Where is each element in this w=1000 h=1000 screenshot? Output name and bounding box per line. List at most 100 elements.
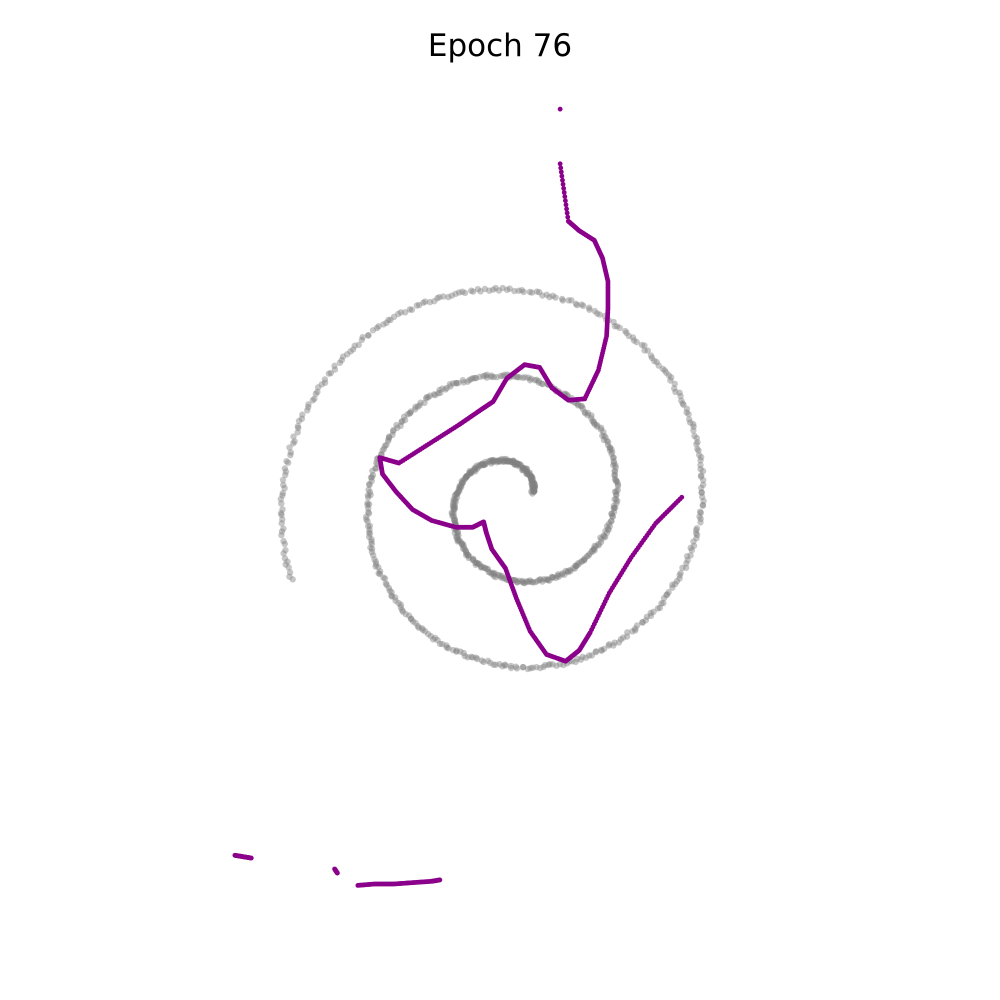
target-point [461,546,469,553]
target-point [585,552,592,559]
target-point [519,467,526,474]
generated-point [564,206,569,212]
target-point [289,576,296,583]
target-point [542,576,550,583]
target-point [397,601,405,608]
target-point [458,541,466,548]
target-point [474,463,482,471]
target-point [305,403,312,411]
target-point [392,597,399,604]
target-point [608,448,616,456]
target-point [460,379,467,386]
target-point [558,295,566,303]
target-point [566,566,573,574]
target-point [620,634,627,641]
target-point [375,564,382,571]
target-point [486,287,493,294]
target-point [473,462,481,469]
target-point [294,429,301,436]
target-point [395,599,402,607]
generated-point [248,855,254,861]
target-point [697,461,704,469]
target-point [480,658,487,666]
target-point [459,545,467,552]
target-point [676,575,683,582]
target-point [528,478,536,485]
target-point [281,540,288,548]
target-point [696,513,703,520]
target-point [452,491,459,498]
target-point [476,462,484,470]
target-point [602,533,609,541]
target-point [535,377,542,385]
target-point [499,372,507,380]
target-point [590,545,597,553]
target-point [514,579,521,586]
target-point [459,540,466,548]
target-point [467,470,474,477]
target-point [682,564,690,571]
target-point [600,532,607,539]
target-point [493,373,501,381]
target-point [484,657,492,665]
target-point [514,460,521,468]
target-point [331,366,339,373]
target-point [393,421,400,429]
target-point [398,417,406,425]
generated-point [679,494,685,500]
target-point [597,534,604,541]
target-point [614,482,622,490]
target-point [612,462,619,469]
target-point [575,559,582,567]
generated-point [558,169,564,175]
target-point [312,390,320,398]
target-point [693,526,700,534]
target-point [604,438,612,446]
target-point [331,362,338,370]
target-point [506,285,513,292]
target-point [368,548,376,556]
target-point [597,538,605,546]
target-point [402,610,409,618]
target-point [581,408,588,416]
target-point [571,565,579,572]
target-point [519,465,527,472]
target-point [530,487,538,495]
target-point [596,311,603,318]
target-point [513,665,521,672]
target-point [529,487,536,495]
target-point [690,427,697,434]
target-point [606,444,613,451]
target-point [700,481,707,489]
target-point [642,617,650,624]
target-point [425,394,432,401]
target-point [364,502,371,509]
target-point [540,576,547,583]
target-point [471,466,478,473]
target-point [611,496,618,503]
target-point [461,476,469,483]
target-point [369,467,376,475]
target-point [581,555,588,562]
target-point [610,508,618,516]
target-point [515,461,522,468]
target-point [459,479,466,486]
target-point [518,286,526,294]
target-point [481,564,488,572]
target-point [595,542,602,549]
target-point [468,375,475,383]
target-point [519,578,526,586]
target-point [281,484,288,492]
target-point [611,639,618,646]
target-point [311,395,318,402]
target-point [420,299,427,306]
target-point [285,564,292,571]
target-point [379,447,386,454]
target-point [455,531,462,539]
target-point [639,619,646,626]
target-point [414,622,422,630]
target-point [388,593,396,600]
target-point [494,457,501,465]
target-point [394,310,402,318]
target-point [397,604,404,611]
